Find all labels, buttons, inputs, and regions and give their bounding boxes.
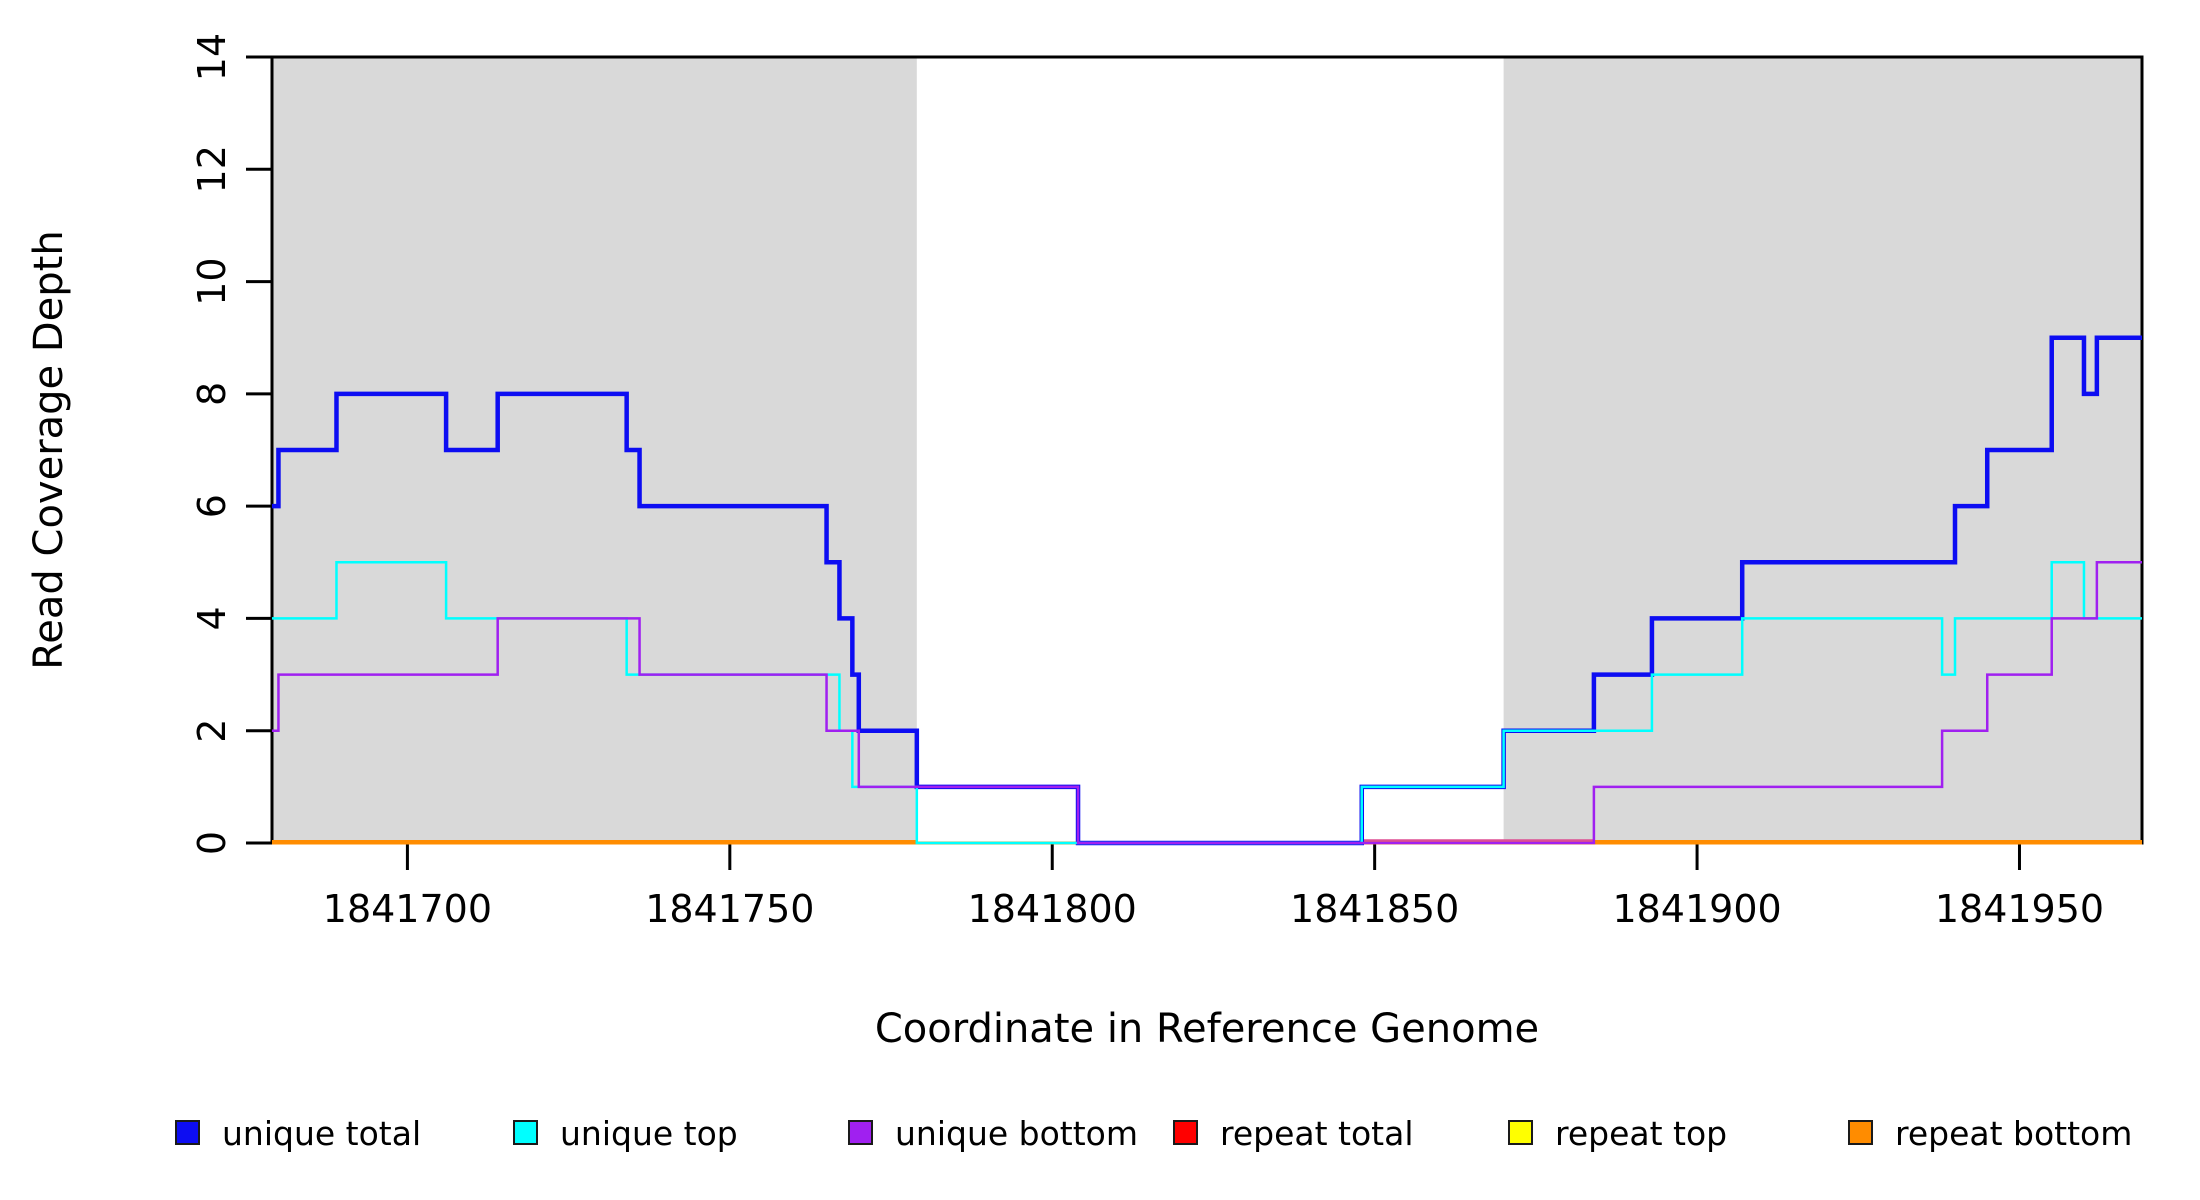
legend-item-unique-bottom: unique bottom <box>848 1114 1138 1153</box>
legend-label: repeat total <box>1220 1114 1414 1153</box>
legend-item-unique-total: unique total <box>175 1114 421 1153</box>
legend-label: repeat bottom <box>1895 1114 2132 1153</box>
legend-swatch-icon <box>1508 1120 1533 1145</box>
y-axis-tick-label: 0 <box>190 831 234 855</box>
x-axis-tick-label: 1841700 <box>323 887 492 931</box>
legend-label: unique bottom <box>895 1114 1138 1153</box>
x-axis-title: Coordinate in Reference Genome <box>875 1006 1539 1052</box>
legend-swatch-icon <box>1173 1120 1198 1145</box>
series-line-unique-bottom <box>272 561 2142 845</box>
y-axis-tick-label: 2 <box>190 719 234 743</box>
legend-label: unique top <box>560 1114 738 1153</box>
x-axis-tick-label: 1841950 <box>1935 887 2104 931</box>
y-axis-tick-label: 14 <box>190 33 234 81</box>
legend-item-repeat-total: repeat total <box>1173 1114 1414 1153</box>
x-axis-tick-label: 1841850 <box>1290 887 1459 931</box>
repeat-region-shading <box>272 57 917 843</box>
legend-label: repeat top <box>1555 1114 1727 1153</box>
y-axis-tick-label: 12 <box>190 145 234 193</box>
y-axis-tick-label: 4 <box>190 606 234 630</box>
legend-swatch-icon <box>1848 1120 1873 1145</box>
x-axis-tick-label: 1841750 <box>645 887 814 931</box>
y-axis-tick-label: 10 <box>190 257 234 305</box>
y-axis-tick-label: 8 <box>190 382 234 406</box>
x-axis-tick-label: 1841800 <box>968 887 1137 931</box>
y-axis-tick-label: 6 <box>190 494 234 518</box>
legend-item-unique-top: unique top <box>513 1114 738 1153</box>
legend-swatch-icon <box>848 1120 873 1145</box>
x-axis-tick-label: 1841900 <box>1612 887 1781 931</box>
legend-item-repeat-bottom: repeat bottom <box>1848 1114 2132 1153</box>
legend-label: unique total <box>222 1114 421 1153</box>
legend-swatch-icon <box>175 1120 200 1145</box>
y-axis-title: Read Coverage Depth <box>26 230 72 669</box>
legend-item-repeat-top: repeat top <box>1508 1114 1727 1153</box>
legend-swatch-icon <box>513 1120 538 1145</box>
